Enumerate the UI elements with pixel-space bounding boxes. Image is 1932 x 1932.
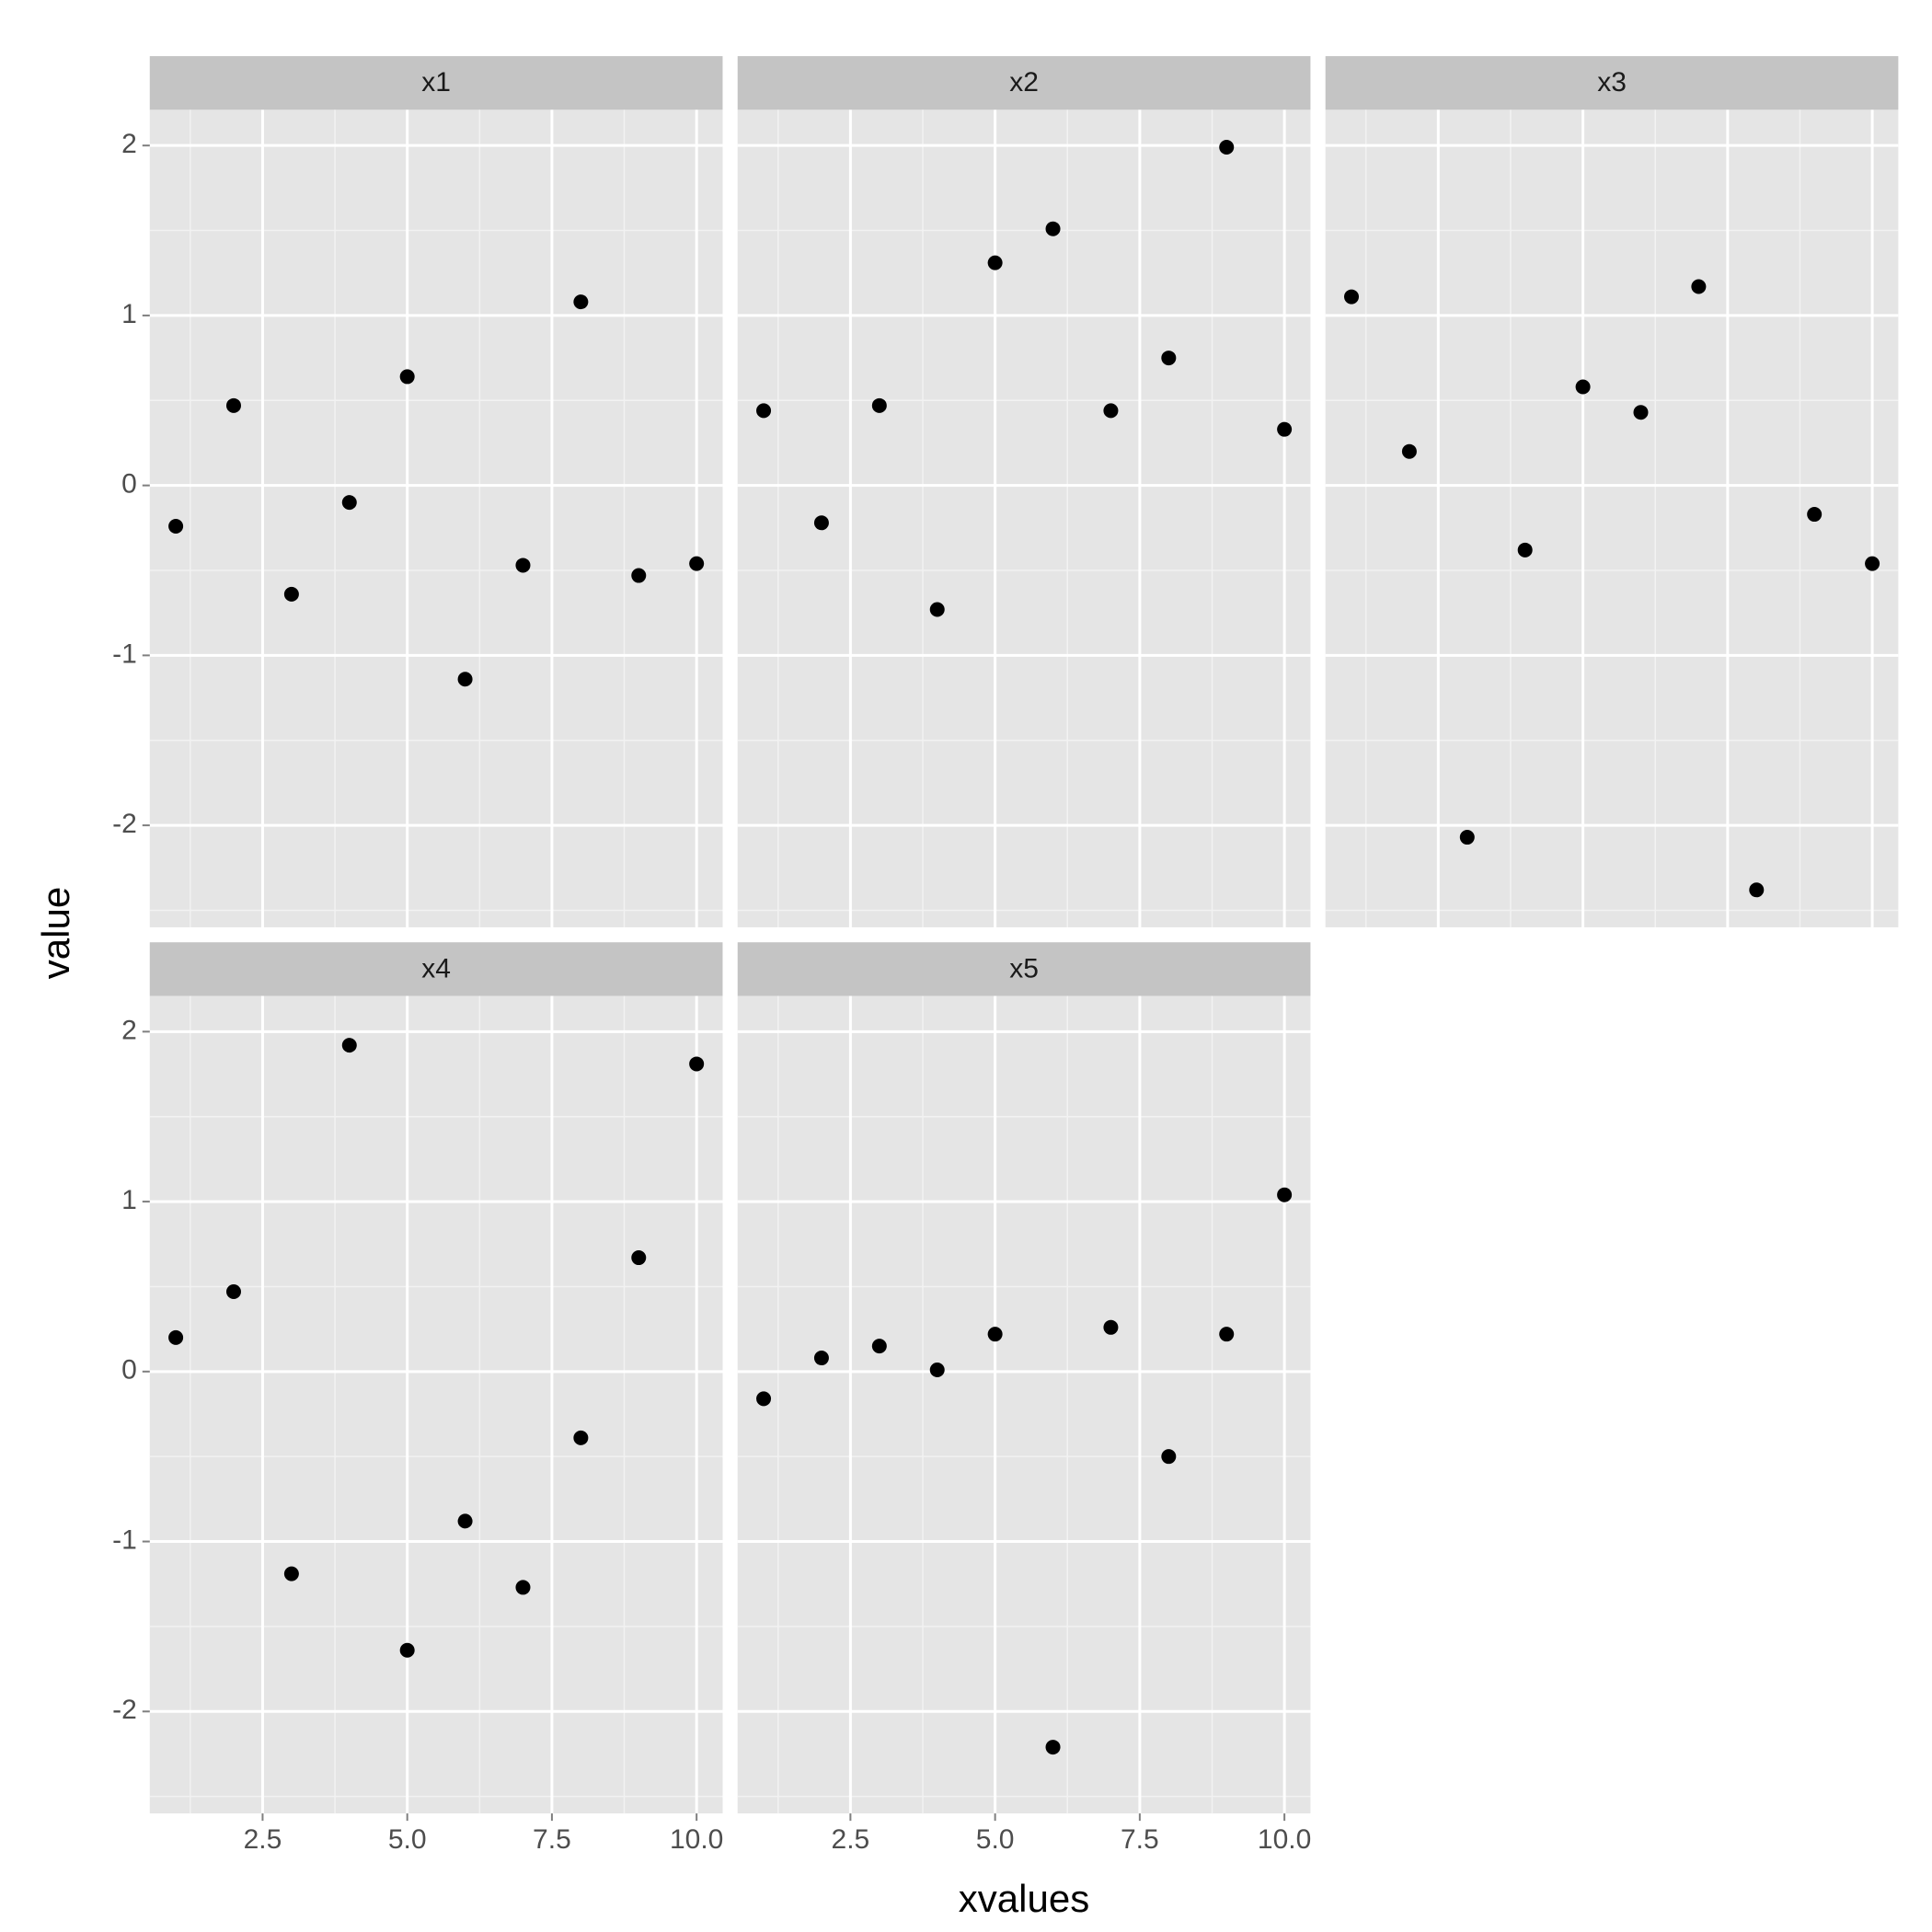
point (756, 403, 772, 419)
point (1103, 403, 1119, 419)
point (573, 1430, 589, 1445)
panel-background (737, 109, 1311, 927)
point (399, 1642, 415, 1658)
x-tick-label: 10.0 (1258, 1824, 1311, 1855)
point (1219, 1327, 1235, 1342)
x-tick-label: 5.0 (388, 1824, 427, 1855)
point (1103, 1319, 1119, 1335)
y-tick-label: 1 (121, 1185, 137, 1215)
point (1344, 289, 1360, 305)
point (168, 1329, 184, 1345)
point (1161, 1449, 1177, 1465)
point (1401, 443, 1417, 459)
point (1277, 421, 1293, 437)
strip-background (737, 56, 1311, 110)
x-axis-title: xvalues (959, 1877, 1089, 1920)
point (283, 1566, 299, 1581)
point (929, 602, 945, 617)
y-axis-title: value (34, 887, 77, 979)
point (1045, 221, 1061, 236)
point (515, 558, 531, 573)
point (929, 1362, 945, 1377)
y-tick-label: 1 (121, 299, 137, 329)
point (1517, 542, 1533, 558)
x-tick-label: 2.5 (832, 1824, 870, 1855)
panel-background (149, 109, 723, 927)
point (1459, 830, 1475, 845)
panel-background (737, 995, 1311, 1814)
point (1161, 351, 1177, 366)
point (1045, 1740, 1061, 1755)
point (756, 1391, 772, 1407)
point (1277, 1187, 1293, 1202)
x-tick-label: 5.0 (976, 1824, 1015, 1855)
point (1219, 140, 1235, 155)
y-tick-label: -1 (112, 638, 137, 669)
point (1749, 882, 1765, 898)
strip-background (149, 56, 723, 110)
y-tick-label: -1 (112, 1524, 137, 1555)
point (283, 586, 299, 602)
strip-label: x5 (1009, 953, 1039, 983)
strip-label: x4 (421, 953, 451, 983)
x-tick-label: 10.0 (670, 1824, 723, 1855)
strip-label: x1 (421, 67, 451, 98)
strip-label: x3 (1597, 67, 1627, 98)
point (631, 1250, 647, 1266)
point (689, 556, 705, 571)
y-tick-label: 0 (121, 1355, 137, 1386)
strip-background (149, 942, 723, 996)
point (987, 1327, 1003, 1342)
point (399, 369, 415, 385)
point (225, 1283, 241, 1299)
point (1633, 405, 1649, 420)
point (341, 1038, 357, 1053)
point (168, 518, 184, 534)
point (689, 1056, 705, 1072)
strip-label: x2 (1009, 67, 1039, 98)
strip-background (1325, 56, 1899, 110)
point (987, 255, 1003, 270)
panel-background (149, 995, 723, 1814)
point (813, 1351, 829, 1366)
x-tick-label: 7.5 (533, 1824, 571, 1855)
point (457, 672, 473, 687)
point (871, 1339, 887, 1354)
point (1807, 507, 1823, 523)
panel-background (1325, 109, 1899, 927)
point (573, 294, 589, 310)
strip-background (737, 942, 1311, 996)
point (871, 397, 887, 413)
point (1691, 279, 1707, 294)
point (225, 397, 241, 413)
point (1575, 379, 1591, 395)
y-tick-label: 2 (121, 1015, 137, 1045)
y-tick-label: -2 (112, 809, 137, 839)
y-tick-label: 0 (121, 469, 137, 500)
point (1865, 556, 1880, 571)
point (813, 515, 829, 531)
point (457, 1513, 473, 1529)
point (631, 568, 647, 583)
y-tick-label: -2 (112, 1695, 137, 1725)
x-tick-label: 2.5 (244, 1824, 282, 1855)
point (341, 495, 357, 511)
point (515, 1580, 531, 1595)
y-tick-label: 2 (121, 129, 137, 159)
x-tick-label: 7.5 (1121, 1824, 1159, 1855)
